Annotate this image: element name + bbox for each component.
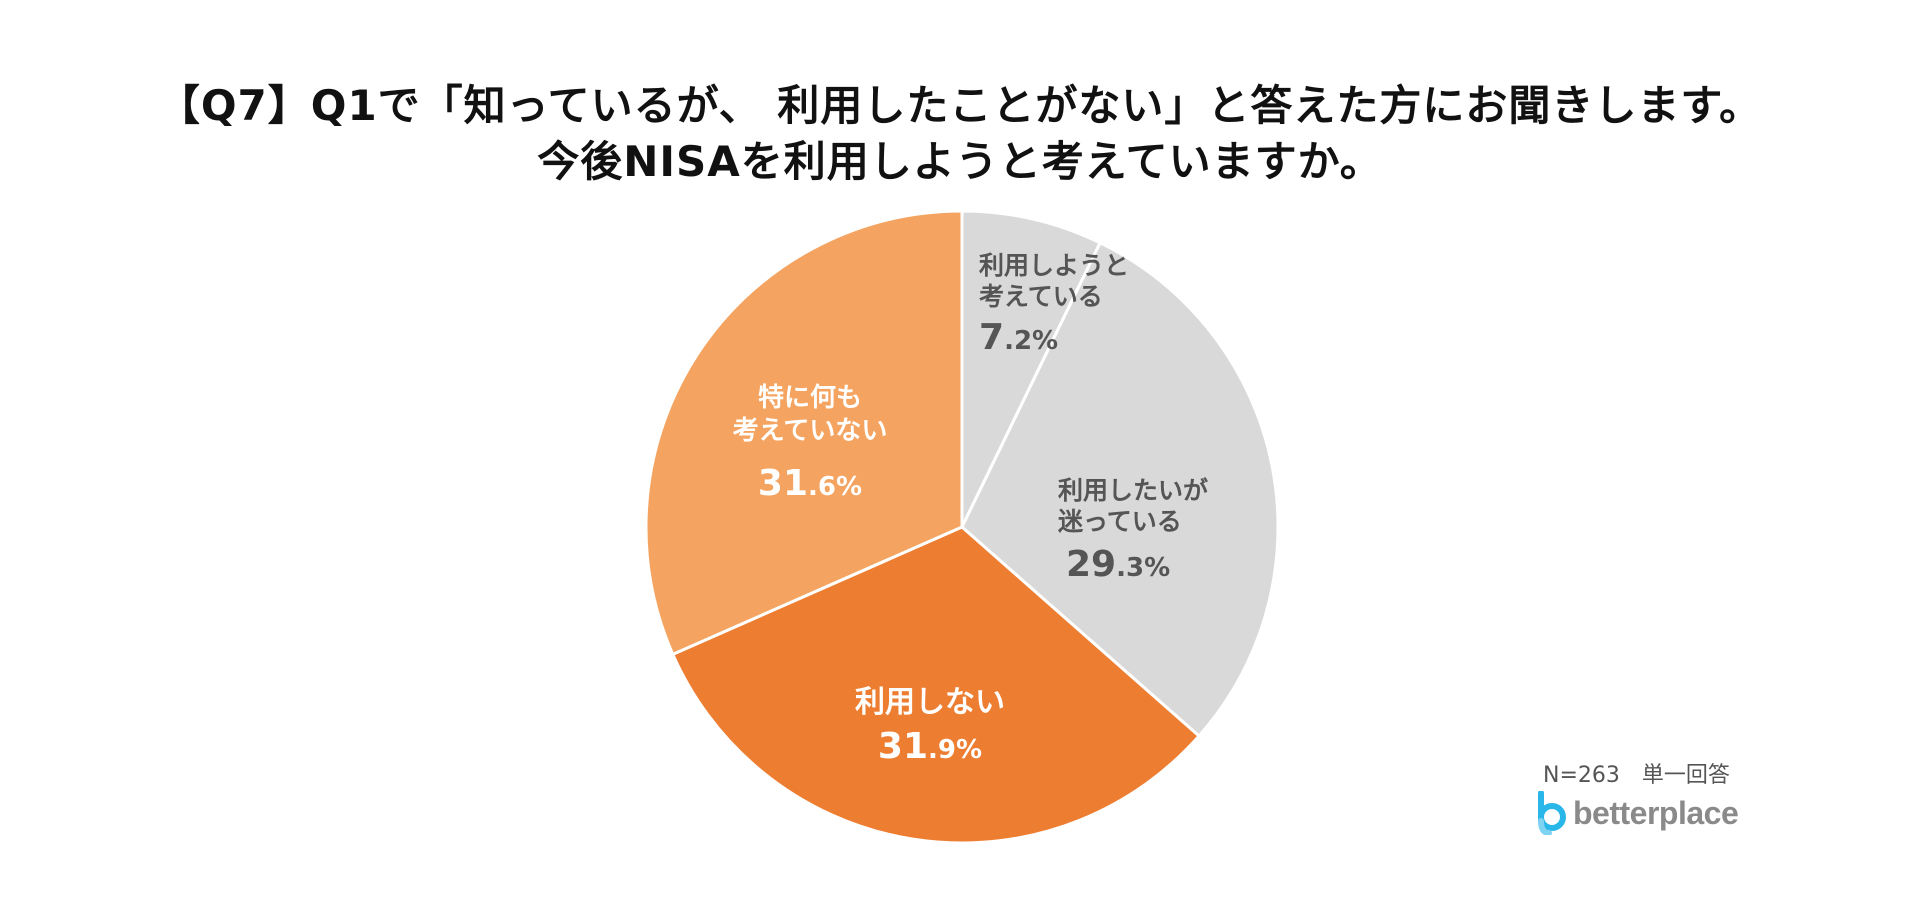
- slice-label-text: 考えている: [979, 282, 1103, 312]
- slice-label-no-thoughts: 特に何も 考えていない 31.6%: [700, 382, 920, 506]
- slice-label-text: 利用したいが: [1058, 476, 1209, 505]
- slice-label-text: 利用しない: [855, 685, 1005, 720]
- percent-decimal: .9%: [928, 734, 983, 765]
- slice-percent: 7.2%: [979, 315, 1129, 360]
- pie-slice: [670, 525, 1202, 845]
- betterplace-logo-icon: [1538, 791, 1566, 835]
- slice-label-text: 考えていない: [732, 415, 888, 446]
- percent-decimal: .2%: [1004, 325, 1059, 356]
- pie-slice: [960, 209, 1103, 528]
- slice-label-text: 迷っている: [1058, 507, 1182, 537]
- slice-label-text: 利用しようと: [979, 251, 1130, 280]
- chart-title-line-2: 今後NISAを利用しようと考えていますか。: [537, 137, 1383, 186]
- betterplace-logo: betterplace: [1535, 791, 1739, 835]
- percent-integer: 31: [757, 463, 809, 504]
- betterplace-logo-text: betterplace: [1573, 794, 1739, 831]
- percent-integer: 7: [979, 316, 1005, 358]
- slice-label-text: 特に何も: [757, 383, 862, 413]
- percent-integer: 29: [1066, 543, 1117, 585]
- slice-label-will-use: 利用しようと 考えている 7.2%: [979, 250, 1129, 360]
- slice-label-undecided: 利用したいが 迷っている 29.3%: [1058, 475, 1208, 587]
- pie-slices: [644, 209, 1280, 845]
- slice-label-will-not-use: 利用しない 31.9%: [820, 684, 1040, 769]
- sample-size-note: N=263 単一回答: [1543, 763, 1730, 788]
- slice-percent: 29.3%: [1058, 542, 1208, 587]
- slice-percent: 31.6%: [700, 461, 920, 506]
- chart-title-line-1: 【Q7】Q1で「知っているが、 利用したことがない」と答えた方にお聞きします。: [157, 81, 1763, 130]
- percent-decimal: .6%: [808, 472, 863, 502]
- pie-slice: [960, 240, 1280, 739]
- slice-percent: 31.9%: [820, 724, 1040, 769]
- pie-slice: [644, 209, 964, 657]
- percent-integer: 31: [877, 725, 929, 767]
- percent-decimal: .3%: [1116, 552, 1171, 583]
